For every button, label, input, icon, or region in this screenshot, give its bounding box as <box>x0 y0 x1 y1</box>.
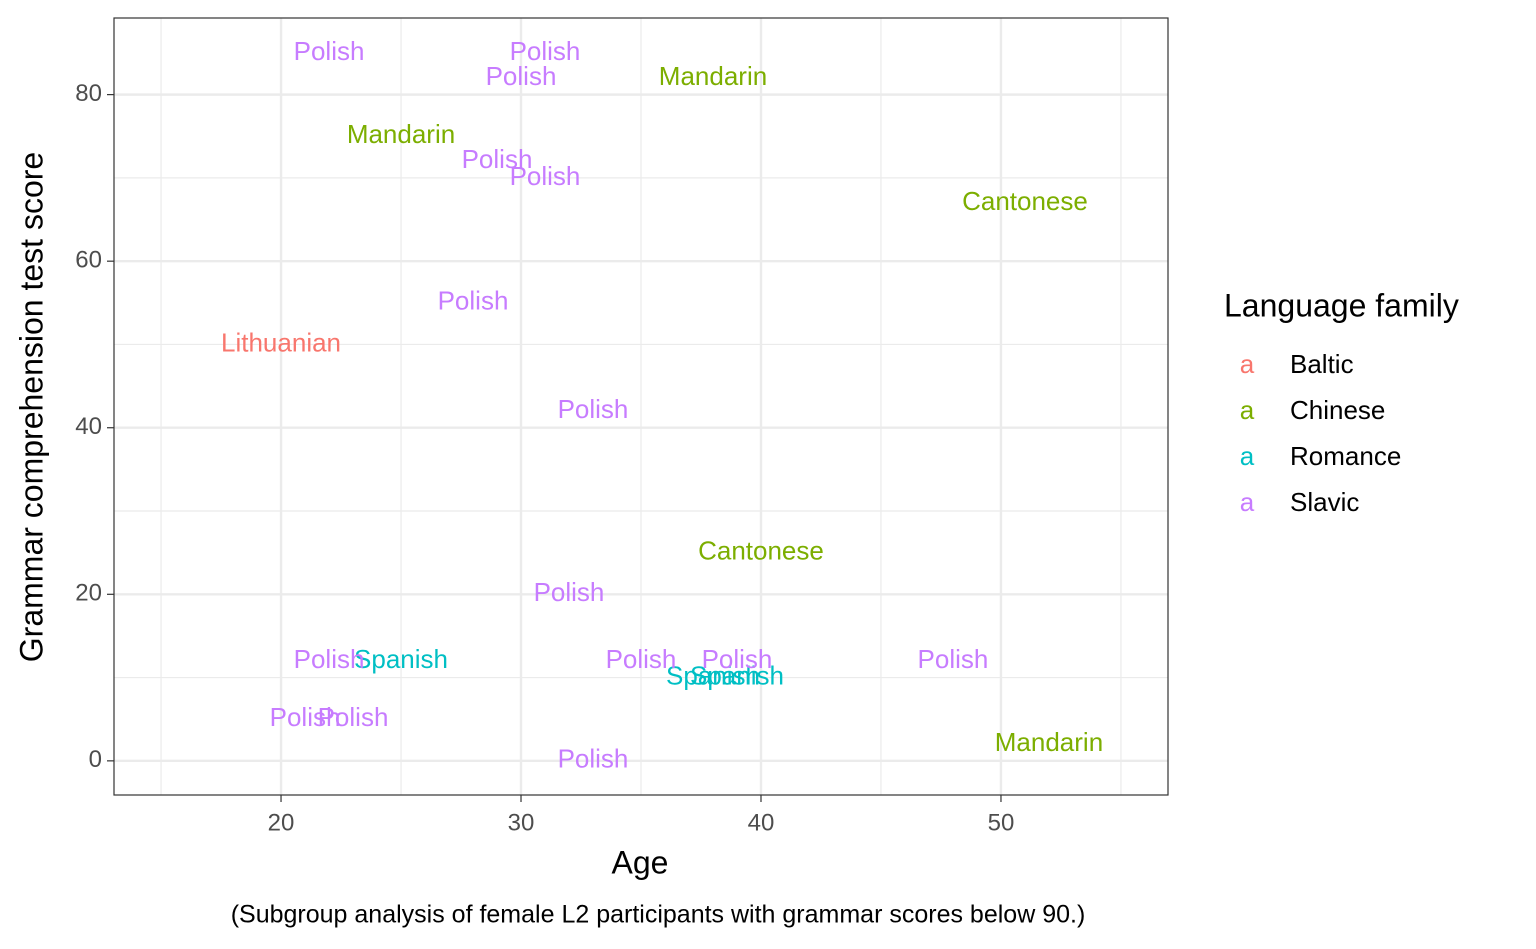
point-label: Polish <box>486 61 557 91</box>
legend-label: Chinese <box>1290 395 1385 425</box>
legend-title: Language family <box>1224 287 1459 323</box>
point-label: Polish <box>606 644 677 674</box>
point-label: Polish <box>534 577 605 607</box>
legend-label: Baltic <box>1290 349 1354 379</box>
y-tick-label: 60 <box>75 247 102 274</box>
legend-key: a <box>1240 487 1255 517</box>
y-tick-label: 40 <box>75 413 102 440</box>
y-tick-label: 0 <box>89 746 102 773</box>
y-tick-label: 80 <box>75 80 102 107</box>
legend-key: a <box>1240 349 1255 379</box>
caption: (Subgroup analysis of female L2 particip… <box>231 901 1086 929</box>
legend-label: Slavic <box>1290 487 1359 517</box>
x-tick-label: 30 <box>508 809 535 836</box>
point-label: Polish <box>294 644 365 674</box>
point-label: Polish <box>270 702 341 732</box>
x-tick-label: 40 <box>748 809 775 836</box>
point-label: Mandarin <box>995 727 1103 757</box>
point-label: Cantonese <box>698 536 824 566</box>
y-tick-label: 20 <box>75 580 102 607</box>
point-label: Spanish <box>666 660 760 690</box>
point-label: Polish <box>318 702 389 732</box>
x-axis-title: Age <box>612 844 669 880</box>
point-label: Polish <box>294 36 365 66</box>
point-label: Lithuanian <box>221 327 341 357</box>
point-label: Mandarin <box>347 119 455 149</box>
point-label: Spanish <box>354 644 448 674</box>
point-label: Cantonese <box>962 186 1088 216</box>
point-label: Polish <box>558 744 629 774</box>
point-label: Polish <box>702 644 773 674</box>
point-label: Spanish <box>690 660 784 690</box>
x-tick-label: 20 <box>268 809 295 836</box>
point-label: Mandarin <box>659 61 767 91</box>
legend-key: a <box>1240 395 1255 425</box>
legend-label: Romance <box>1290 441 1401 471</box>
point-label: Polish <box>510 36 581 66</box>
point-label: Polish <box>510 161 581 191</box>
point-label: Polish <box>462 144 533 174</box>
point-label: Polish <box>558 394 629 424</box>
x-tick-label: 50 <box>988 809 1015 836</box>
point-label: Polish <box>438 286 509 316</box>
panel-border <box>113 17 1169 796</box>
point-label: Polish <box>918 644 989 674</box>
legend-key: a <box>1240 441 1255 471</box>
y-axis-title: Grammar comprehension test score <box>13 152 49 662</box>
